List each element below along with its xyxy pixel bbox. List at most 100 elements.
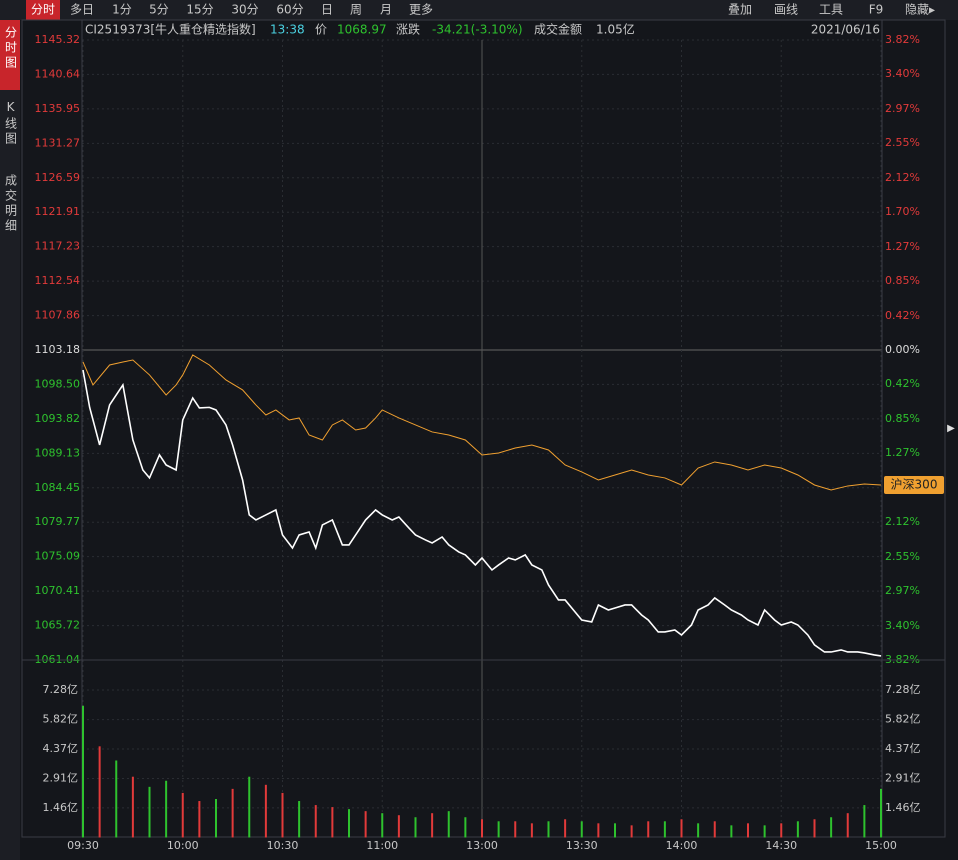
volume-bar bbox=[148, 786, 151, 838]
volume-bar bbox=[281, 792, 284, 838]
volume-bar bbox=[481, 819, 483, 838]
x-tick-label: 10:30 bbox=[267, 839, 299, 852]
y2-tick-label: 2.12% bbox=[885, 515, 920, 528]
y-tick-label: 1126.59 bbox=[35, 171, 81, 184]
tool-button[interactable]: 隐藏▸ bbox=[905, 3, 935, 17]
price-line bbox=[82, 354, 882, 491]
y-tick-label: 1103.18 bbox=[35, 343, 81, 356]
y-tick-label: 1093.82 bbox=[35, 412, 81, 425]
volume-bar bbox=[713, 821, 716, 838]
y-tick-label: 1065.72 bbox=[35, 619, 81, 632]
tab[interactable]: 15分 bbox=[186, 3, 213, 17]
volume-bar bbox=[165, 780, 168, 838]
price: 1068.97 bbox=[337, 23, 387, 37]
volume-bar bbox=[597, 823, 600, 838]
amount: 1.05亿 bbox=[596, 22, 635, 37]
volume-bar bbox=[497, 821, 500, 838]
price-label: 价 bbox=[315, 23, 327, 37]
y-tick-label: 1075.09 bbox=[35, 550, 81, 563]
volume-bar bbox=[530, 823, 533, 838]
volume-tick-label: 7.28亿 bbox=[885, 683, 921, 696]
x-tick-label: 11:00 bbox=[366, 839, 398, 852]
volume-bar bbox=[680, 819, 683, 838]
x-tick-label: 13:30 bbox=[566, 839, 598, 852]
tab[interactable]: 日 bbox=[321, 3, 333, 17]
y2-tick-label: 0.85% bbox=[885, 412, 920, 425]
volume-tick-label: 5.82亿 bbox=[43, 713, 79, 726]
y2-tick-label: 0.42% bbox=[885, 377, 920, 390]
tool-button[interactable]: F9 bbox=[869, 3, 884, 17]
volume-bar bbox=[830, 817, 833, 838]
toolbar-bg bbox=[0, 0, 958, 20]
volume-bar bbox=[630, 825, 633, 838]
volume-bar bbox=[663, 821, 666, 838]
y2-tick-label: 3.40% bbox=[885, 67, 920, 80]
tab[interactable]: 1分 bbox=[112, 3, 132, 17]
active-tab-bg bbox=[26, 0, 60, 20]
y-tick-label: 1070.41 bbox=[35, 584, 81, 597]
expand-arrow[interactable]: ▶ bbox=[947, 423, 955, 434]
x-tick-label: 14:00 bbox=[666, 839, 698, 852]
volume-bar bbox=[763, 825, 766, 838]
volume-bar bbox=[747, 823, 749, 838]
volume-bar bbox=[846, 813, 849, 838]
y-tick-label: 1112.54 bbox=[35, 274, 81, 287]
y2-tick-label: 1.70% bbox=[885, 205, 920, 218]
y2-tick-label: 2.12% bbox=[885, 171, 920, 184]
volume-bar bbox=[780, 823, 783, 838]
volume-bar bbox=[181, 792, 184, 838]
side-tab[interactable]: K线图 bbox=[4, 100, 18, 147]
volume-tick-label: 2.91亿 bbox=[43, 772, 79, 785]
chart-frame bbox=[21, 19, 946, 838]
tab[interactable]: 月 bbox=[380, 3, 392, 17]
volume-bar bbox=[464, 817, 467, 838]
volume-bar bbox=[730, 825, 733, 838]
y2-tick-label: 3.40% bbox=[885, 619, 920, 632]
y-tick-label: 1121.91 bbox=[35, 205, 81, 218]
volume-bar bbox=[314, 805, 317, 838]
volume-bar bbox=[564, 819, 567, 838]
side-tab[interactable]: 成交明细 bbox=[4, 174, 18, 234]
tool-button[interactable]: 画线 bbox=[774, 3, 798, 17]
volume-bar bbox=[381, 813, 384, 838]
volume-bar bbox=[813, 819, 816, 838]
volume-tick-label: 1.46亿 bbox=[43, 801, 79, 814]
y-tick-label: 1098.50 bbox=[35, 377, 81, 390]
tab[interactable]: 多日 bbox=[70, 3, 94, 17]
volume-bar bbox=[796, 821, 799, 838]
index-name: CI2519373[牛人重仓精选指数] bbox=[85, 22, 256, 37]
tab[interactable]: 30分 bbox=[231, 3, 258, 17]
tab[interactable]: 周 bbox=[350, 3, 362, 17]
volume-bar bbox=[397, 815, 400, 838]
volume-bar bbox=[298, 801, 301, 838]
change-label: 涨跌 bbox=[396, 22, 420, 37]
y2-tick-label: 3.82% bbox=[885, 33, 920, 46]
tab[interactable]: 60分 bbox=[276, 3, 303, 17]
volume-tick-label: 4.37亿 bbox=[43, 742, 79, 755]
volume-tick-label: 2.91亿 bbox=[885, 772, 921, 785]
active-side-bg bbox=[0, 20, 20, 90]
tool-button[interactable]: 工具 bbox=[819, 3, 843, 17]
x-tick-label: 15:00 bbox=[865, 839, 897, 852]
y-tick-label: 1131.27 bbox=[35, 136, 81, 149]
legend-box bbox=[884, 475, 944, 494]
tab[interactable]: 分时 bbox=[31, 3, 55, 17]
volume-bar bbox=[364, 811, 367, 838]
amount-label: 成交金额 bbox=[534, 22, 582, 37]
tab[interactable]: 5分 bbox=[149, 3, 169, 17]
change: -34.21(-3.10%) bbox=[432, 23, 523, 37]
y2-tick-label: 2.97% bbox=[885, 584, 920, 597]
volume-bar bbox=[198, 801, 201, 838]
volume-bar bbox=[82, 705, 84, 838]
volume-bar bbox=[647, 821, 650, 838]
side-tab[interactable]: 分时图 bbox=[4, 26, 18, 71]
tool-button[interactable]: 叠加 bbox=[728, 3, 752, 17]
y-tick-label: 1135.95 bbox=[35, 102, 81, 115]
y2-tick-label: 2.55% bbox=[885, 550, 920, 563]
x-tick-label: 10:00 bbox=[167, 839, 199, 852]
volume-bar bbox=[614, 823, 616, 838]
volume-tick-label: 1.46亿 bbox=[885, 801, 921, 814]
tab[interactable]: 更多 bbox=[409, 3, 433, 17]
